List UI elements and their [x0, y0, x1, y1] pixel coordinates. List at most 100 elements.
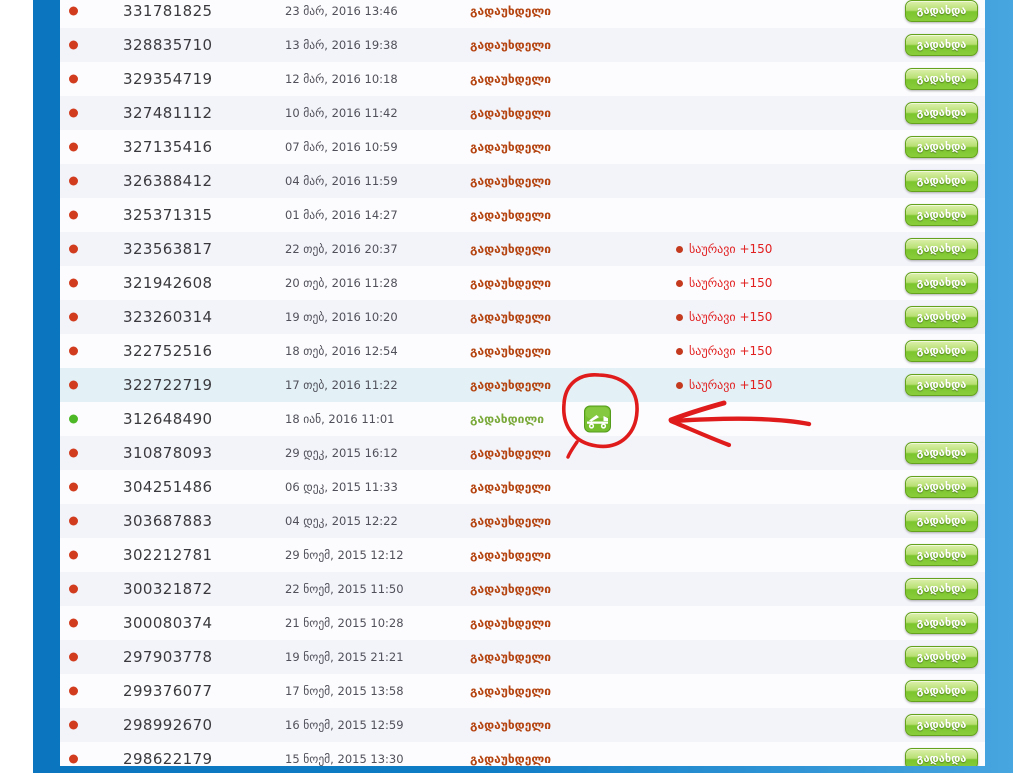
pay-button[interactable]: გადახდა — [905, 306, 978, 328]
table-row[interactable]: 298992670 16 ნოემ, 2015 12:59 გადაუხდელი გა… — [60, 708, 985, 742]
table-row[interactable]: 312648490 18 იან, 2016 11:01 გადახდილი — [60, 402, 985, 436]
penalty-badge: საურავი +150 — [676, 378, 772, 392]
order-date: 06 დეკ, 2015 11:33 — [285, 480, 398, 494]
penalty-badge: საურავი +150 — [676, 344, 772, 358]
pay-button[interactable]: გადახდა — [905, 646, 978, 668]
table-row[interactable]: 303687883 04 დეკ, 2015 12:22 გადაუხდელი გად… — [60, 504, 985, 538]
order-date: 04 მარ, 2016 11:59 — [285, 174, 398, 188]
status-label: გადაუხდელი — [470, 378, 552, 392]
pay-button-cell: გადახდა — [905, 272, 978, 294]
pay-button[interactable]: გადახდა — [905, 578, 978, 600]
pay-button[interactable]: გადახდა — [905, 748, 978, 766]
table-row[interactable]: 300080374 21 ნოემ, 2015 10:28 გადაუხდელი გა… — [60, 606, 985, 640]
table-row[interactable]: 299376077 17 ნოემ, 2015 13:58 გადაუხდელი გა… — [60, 674, 985, 708]
pay-button[interactable]: გადახდა — [905, 170, 978, 192]
order-id: 298992670 — [123, 716, 213, 734]
pay-button[interactable]: გადახდა — [905, 204, 978, 226]
pay-button[interactable]: გადახდა — [905, 544, 978, 566]
order-id: 331781825 — [123, 2, 213, 20]
pay-button[interactable]: გადახდა — [905, 272, 978, 294]
table-row[interactable]: 323260314 19 თებ, 2016 10:20 გადაუხდელი საუ… — [60, 300, 985, 334]
order-date: 12 მარ, 2016 10:18 — [285, 72, 398, 86]
table-row[interactable]: 310878093 29 დეკ, 2015 16:12 გადაუხდელი გად… — [60, 436, 985, 470]
order-id: 322722719 — [123, 376, 213, 394]
order-id: 325371315 — [123, 206, 213, 224]
table-row[interactable]: 297903778 19 ნოემ, 2015 21:21 გადაუხდელი გა… — [60, 640, 985, 674]
table-row[interactable]: 302212781 29 ნოემ, 2015 12:12 გადაუხდელი გა… — [60, 538, 985, 572]
pay-button-cell: გადახდა — [905, 204, 978, 226]
pay-button[interactable]: გადახდა — [905, 476, 978, 498]
order-date: 17 თებ, 2016 11:22 — [285, 378, 398, 392]
pay-button[interactable]: გადახდა — [905, 102, 978, 124]
penalty-badge: საურავი +150 — [676, 242, 772, 256]
table-row[interactable]: 304251486 06 დეკ, 2015 11:33 გადაუხდელი გად… — [60, 470, 985, 504]
pay-button-cell: გადახდა — [905, 238, 978, 260]
table-row[interactable]: 331781825 23 მარ, 2016 13:46 გადაუხდელი გად… — [60, 0, 985, 28]
status-dot-unpaid-icon — [69, 278, 78, 288]
pay-button-cell: გადახდა — [905, 476, 978, 498]
table-row[interactable]: 322752516 18 თებ, 2016 12:54 გადაუხდელი საუ… — [60, 334, 985, 368]
status-dot-unpaid-icon — [69, 754, 78, 764]
pay-button[interactable]: გადახდა — [905, 680, 978, 702]
order-id: 300080374 — [123, 614, 213, 632]
order-date: 21 ნოემ, 2015 10:28 — [285, 616, 404, 630]
pay-button[interactable]: გადახდა — [905, 612, 978, 634]
pay-button[interactable]: გადახდა — [905, 714, 978, 736]
pay-button[interactable]: გადახდა — [905, 34, 978, 56]
penalty-label: საურავი +150 — [689, 276, 773, 290]
table-row[interactable]: 328835710 13 მარ, 2016 19:38 გადაუხდელი გად… — [60, 28, 985, 62]
order-date: 23 მარ, 2016 13:46 — [285, 4, 398, 18]
status-label: გადაუხდელი — [470, 582, 552, 596]
order-id: 302212781 — [123, 546, 213, 564]
table-row[interactable]: 322722719 17 თებ, 2016 11:22 გადაუხდელი საუ… — [60, 368, 985, 402]
status-label: გადაუხდელი — [470, 4, 552, 18]
pay-button[interactable]: გადახდა — [905, 136, 978, 158]
status-label: გადაუხდელი — [470, 38, 552, 52]
pay-button[interactable]: გადახდა — [905, 374, 978, 396]
pay-button-cell: გადახდა — [905, 170, 978, 192]
pay-button[interactable]: გადახდა — [905, 238, 978, 260]
pay-button[interactable]: გადახდა — [905, 510, 978, 532]
status-dot-unpaid-icon — [69, 584, 78, 594]
status-label: გადაუხდელი — [470, 72, 552, 86]
order-id: 303687883 — [123, 512, 213, 530]
pay-button-cell: გადახდა — [905, 748, 978, 766]
order-id: 329354719 — [123, 70, 213, 88]
order-id: 312648490 — [123, 410, 213, 428]
table-row[interactable]: 323563817 22 თებ, 2016 20:37 გადაუხდელი საუ… — [60, 232, 985, 266]
table-row[interactable]: 329354719 12 მარ, 2016 10:18 გადაუხდელი გად… — [60, 62, 985, 96]
table-row[interactable]: 326388412 04 მარ, 2016 11:59 გადაუხდელი გად… — [60, 164, 985, 198]
pay-button[interactable]: გადახდა — [905, 0, 978, 22]
status-dot-unpaid-icon — [69, 142, 78, 152]
order-date: 22 თებ, 2016 20:37 — [285, 242, 398, 256]
status-dot-unpaid-icon — [69, 550, 78, 560]
table-row[interactable]: 300321872 22 ნოემ, 2015 11:50 გადაუხდელი გა… — [60, 572, 985, 606]
status-dot-unpaid-icon — [69, 40, 78, 50]
status-label: გადაუხდელი — [470, 106, 552, 120]
tow-truck-icon[interactable] — [584, 405, 611, 433]
pay-button-cell: გადახდა — [905, 306, 978, 328]
status-dot-unpaid-icon — [69, 380, 78, 390]
status-dot-unpaid-icon — [69, 516, 78, 526]
order-date: 17 ნოემ, 2015 13:58 — [285, 684, 404, 698]
pay-button-cell: გადახდა — [905, 680, 978, 702]
pay-button[interactable]: გადახდა — [905, 442, 978, 464]
order-date: 22 ნოემ, 2015 11:50 — [285, 582, 404, 596]
status-dot-unpaid-icon — [69, 346, 78, 356]
pay-button[interactable]: გადახდა — [905, 340, 978, 362]
table-row[interactable]: 327481112 10 მარ, 2016 11:42 გადაუხდელი გად… — [60, 96, 985, 130]
table-row[interactable]: 298622179 15 ნოემ, 2015 13:30 გადაუხდელი გა… — [60, 742, 985, 766]
order-id: 310878093 — [123, 444, 213, 462]
table-row[interactable]: 325371315 01 მარ, 2016 14:27 გადაუხდელი გად… — [60, 198, 985, 232]
pay-button[interactable]: გადახდა — [905, 68, 978, 90]
status-label: გადაუხდელი — [470, 174, 552, 188]
order-date: 15 ნოემ, 2015 13:30 — [285, 752, 404, 766]
status-dot-unpaid-icon — [69, 176, 78, 186]
table-row[interactable]: 321942608 20 თებ, 2016 11:28 გადაუხდელი საუ… — [60, 266, 985, 300]
status-dot-unpaid-icon — [69, 312, 78, 322]
status-dot-unpaid-icon — [69, 720, 78, 730]
status-dot-unpaid-icon — [69, 618, 78, 628]
table-row[interactable]: 327135416 07 მარ, 2016 10:59 გადაუხდელი გად… — [60, 130, 985, 164]
order-date: 16 ნოემ, 2015 12:59 — [285, 718, 404, 732]
